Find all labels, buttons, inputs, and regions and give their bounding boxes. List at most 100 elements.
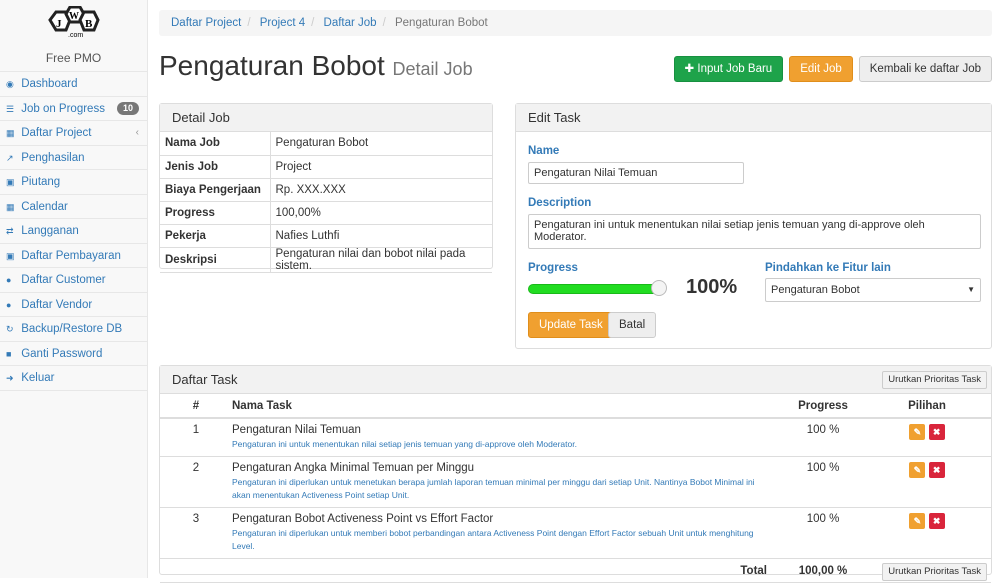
plus-icon: ✚: [684, 63, 695, 75]
sidebar-item-label: Daftar Project: [21, 127, 92, 139]
task-no: 3: [160, 507, 232, 559]
progress-slider-track[interactable]: [528, 284, 661, 294]
caret-down-icon: ▼: [967, 285, 975, 294]
sidebar-item-dashboard[interactable]: ◉ Dashboard: [0, 72, 147, 97]
sidebar-item-label: Ganti Password: [21, 347, 103, 360]
sort-priority-button-top[interactable]: Urutkan Prioritas Task: [882, 371, 987, 389]
svg-text:J: J: [56, 18, 62, 30]
sidebar-item-piutang[interactable]: ▣ Piutang: [0, 170, 147, 195]
detail-value: Rp. XXX.XXX: [270, 178, 492, 202]
sidebar-item-label: Penghasilan: [21, 151, 85, 164]
sort-priority-button[interactable]: Urutkan Prioritas Task: [882, 563, 987, 581]
calendar-icon: ▦: [6, 201, 15, 212]
edit-task-icon[interactable]: ✎: [909, 462, 926, 478]
col-options: Pilihan: [863, 394, 991, 419]
svg-text:W: W: [69, 11, 79, 22]
edit-job-button[interactable]: Edit Job: [789, 56, 853, 82]
sidebar-item-ganti-password[interactable]: ■ Ganti Password: [0, 342, 147, 366]
back-to-jobs-button[interactable]: Kembali ke daftar Job: [858, 56, 992, 82]
users-icon: ●: [6, 275, 12, 285]
breadcrumb-daftar-project[interactable]: Daftar Project: [171, 17, 242, 29]
svg-text:B: B: [85, 18, 93, 30]
breadcrumb-project[interactable]: Project 4: [259, 17, 306, 29]
sidebar-item-calendar[interactable]: ▦ Calendar: [0, 195, 147, 219]
breadcrumb-current: Pengaturan Bobot: [394, 17, 488, 29]
svg-text:.com: .com: [68, 32, 83, 39]
task-list-title: Daftar Task: [172, 372, 238, 387]
detail-key: Progress: [160, 201, 271, 225]
sidebar-item-label: Job on Progress: [21, 102, 105, 115]
table-row: 1 Pengaturan Nilai Temuan Pengaturan ini u…: [160, 418, 991, 457]
detail-row: Jenis Job Project: [160, 155, 492, 179]
delete-task-icon[interactable]: ✖: [928, 424, 945, 440]
sidebar-item-langganan[interactable]: ⇄ Langganan: [0, 219, 147, 244]
detail-row: Progress 100,00%: [160, 201, 492, 225]
move-feature-select[interactable]: Pengaturan Bobot ▼: [765, 278, 981, 302]
detail-value: Pengaturan nilai dan bobot nilai pada si…: [270, 247, 492, 273]
description-label: Description: [528, 197, 592, 209]
count-badge: 10: [116, 101, 139, 115]
task-no: 2: [160, 456, 232, 508]
progress-slider-handle[interactable]: [651, 280, 667, 296]
brand-name: Free PMO: [45, 51, 102, 65]
sidebar-item-keluar[interactable]: ➜ Keluar: [0, 366, 147, 391]
task-name: Pengaturan Nilai Temuan: [232, 424, 361, 436]
sidebar-item-daftar-pembayaran[interactable]: ▣ Daftar Pembayaran: [0, 244, 147, 268]
tasks-icon: ☰: [6, 103, 15, 114]
edit-task-title: Edit Task: [516, 104, 991, 132]
update-task-button[interactable]: Update Task: [528, 312, 614, 338]
cancel-button[interactable]: Batal: [608, 312, 657, 338]
sidebar-item-label: Daftar Pembayaran: [21, 249, 121, 262]
input-job-baru-button[interactable]: ✚ Input Job Baru: [673, 56, 784, 82]
col-progress: Progress: [783, 394, 863, 419]
detail-key: Deskripsi: [160, 247, 271, 273]
total-label: Total: [232, 558, 783, 583]
task-list-panel: Daftar Task Urutkan Prioritas Task # Nama…: [159, 365, 992, 583]
sidebar-item-daftar-vendor[interactable]: ● Daftar Vendor: [0, 293, 147, 317]
col-no: #: [160, 394, 232, 419]
page-subtitle: Detail Job: [392, 59, 473, 79]
line-chart-icon: ↗: [6, 152, 14, 163]
users-icon: ●: [6, 299, 12, 310]
sidebar-item-label: Dashboard: [21, 78, 78, 90]
breadcrumb: Daftar Project / Project 4/ Daftar Job / P…: [159, 10, 992, 36]
logo[interactable]: J W B .com Free PMO: [0, 0, 147, 72]
detail-row: Deskripsi Pengaturan nilai dan bobot nila…: [160, 247, 492, 273]
col-name: Nama Task: [232, 394, 783, 419]
detail-value: Project: [270, 155, 492, 179]
money-icon: ▣: [6, 177, 15, 187]
description-textarea[interactable]: Pengaturan ini untuk menentukan nilai se…: [528, 214, 981, 249]
money-icon: ▣: [6, 250, 15, 261]
move-feature-label: Pindahkan ke Fitur lain: [765, 262, 891, 274]
sidebar-item-penghasilan[interactable]: ↗ Penghasilan: [0, 146, 147, 170]
delete-task-icon[interactable]: ✖: [928, 462, 945, 478]
detail-row: Nama Job Pengaturan Bobot: [160, 132, 492, 156]
task-progress: 100 %: [783, 418, 863, 457]
sidebar-item-job-on-progress[interactable]: ☰ Job on Progress 10: [0, 97, 147, 121]
detail-value: Pengaturan Bobot: [270, 132, 492, 156]
sidebar-item-label: Backup/Restore DB: [21, 323, 123, 335]
breadcrumb-daftar-job[interactable]: Daftar Job: [323, 17, 377, 29]
sidebar-item-daftar-customer[interactable]: ● Daftar Customer: [0, 268, 147, 293]
name-input[interactable]: Pengaturan Nilai Temuan: [528, 162, 744, 184]
edit-task-icon[interactable]: ✎: [909, 424, 926, 440]
detail-key: Jenis Job: [160, 155, 271, 179]
task-desc: Pengaturan ini untuk menentukan nilai se…: [232, 439, 577, 449]
chevron-left-icon: ‹: [135, 127, 139, 138]
dashboard-icon: ◉: [6, 79, 14, 89]
jwb-logo-icon: J W B .com: [47, 5, 100, 39]
edit-task-panel: Edit Task Name Pengaturan Nilai Temuan D…: [515, 103, 992, 349]
sidebar-item-backup-restore-db[interactable]: ↻ Backup/Restore DB: [0, 317, 147, 342]
refresh-icon: ↻: [6, 324, 14, 334]
progress-label: Progress: [528, 262, 578, 274]
sidebar-item-daftar-project[interactable]: ▦ Daftar Project ‹: [0, 121, 147, 146]
sidebar: J W B .com Free PMO ◉ Dashboard ☰ Job on …: [0, 0, 148, 578]
detail-job-panel: Detail Job Nama Job Pengaturan Bobot Jenis…: [159, 103, 493, 273]
edit-task-icon[interactable]: ✎: [909, 513, 926, 529]
progress-value: 100%: [686, 276, 738, 298]
delete-task-icon[interactable]: ✖: [928, 513, 945, 529]
sidebar-item-label: Keluar: [21, 372, 55, 384]
sidebar-item-label: Calendar: [21, 200, 68, 213]
table-row: 2 Pengaturan Angka Minimal Temuan per Min…: [160, 456, 991, 508]
task-desc: Pengaturan ini diperlukan untuk menetuka…: [232, 477, 755, 500]
